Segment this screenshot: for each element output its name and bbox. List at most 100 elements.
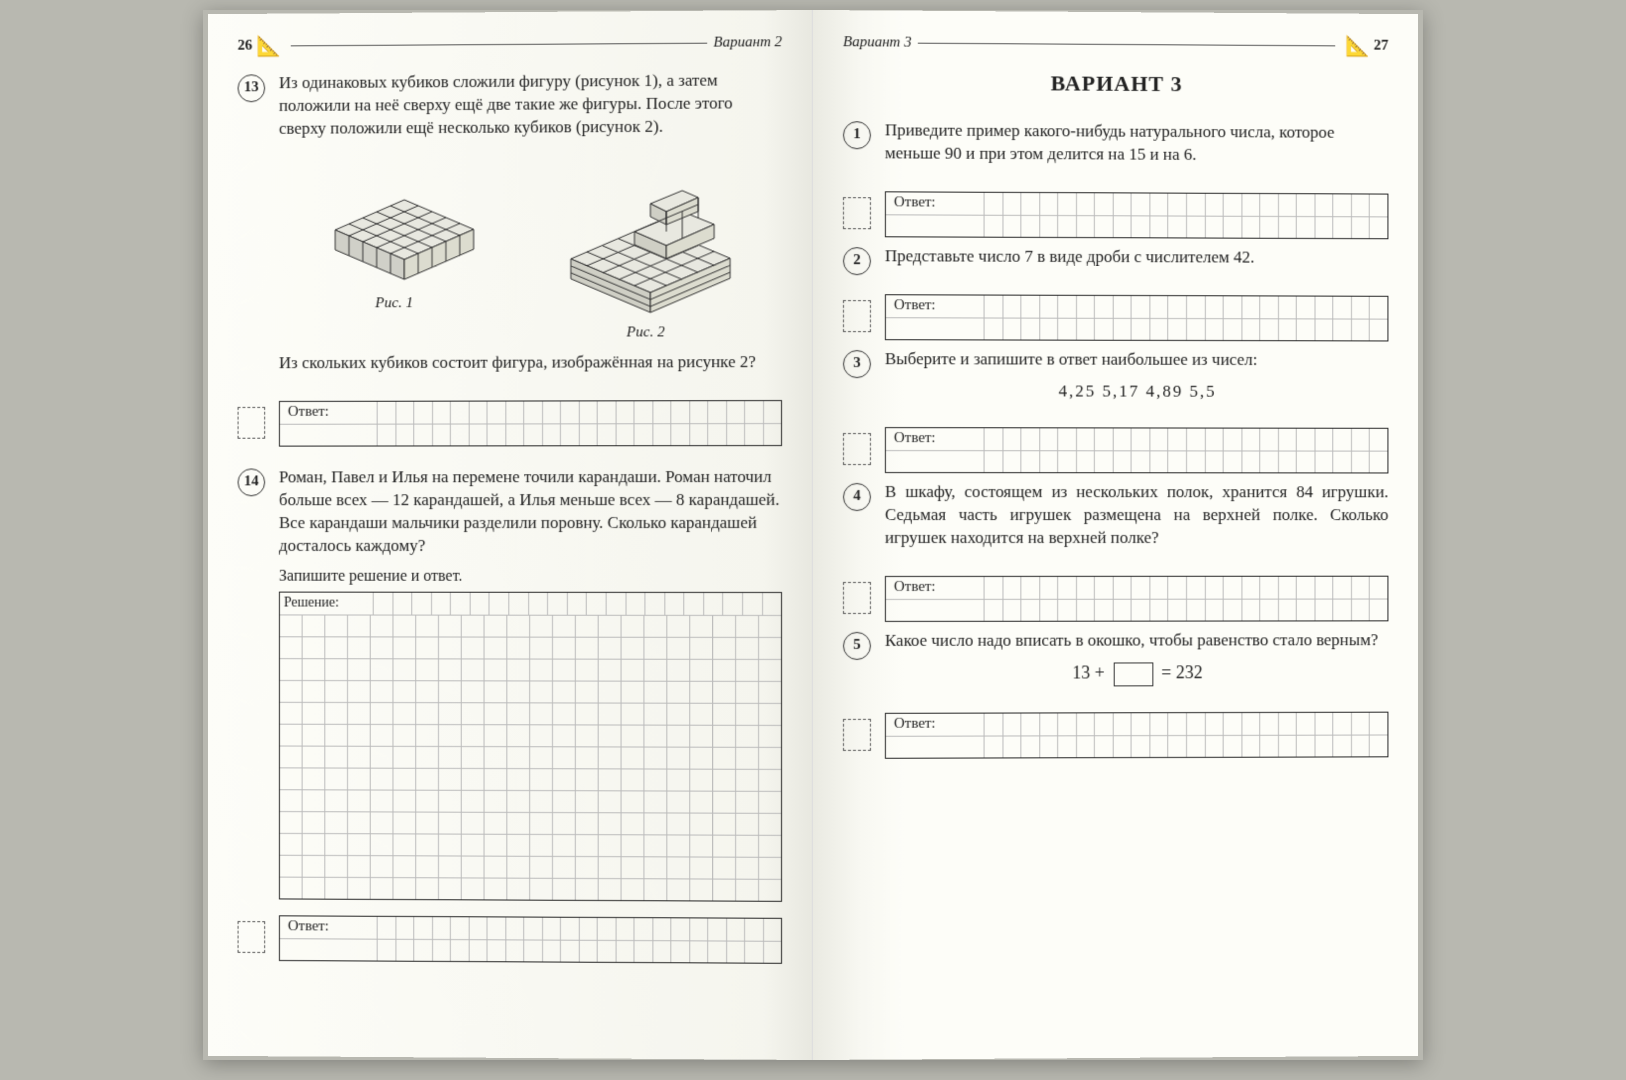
grid-cell[interactable]	[1058, 598, 1076, 620]
grid-cell[interactable]	[599, 878, 622, 900]
grid-cell[interactable]	[1315, 428, 1333, 450]
grid-cell[interactable]	[576, 724, 599, 746]
grid-cell[interactable]	[416, 833, 439, 855]
grid-cell[interactable]	[671, 918, 689, 940]
grid-cell[interactable]	[485, 833, 508, 855]
grid-cell[interactable]	[507, 768, 530, 790]
grid-cell[interactable]	[509, 592, 528, 614]
grid-cell[interactable]	[530, 833, 553, 855]
grid-cell[interactable]	[1279, 318, 1297, 340]
grid-cell[interactable]	[280, 679, 303, 701]
grid-cell[interactable]	[576, 877, 599, 899]
grid-cell[interactable]	[416, 658, 439, 680]
grid-cell[interactable]	[1187, 450, 1205, 472]
grid-cell[interactable]	[1315, 598, 1333, 620]
grid-cell[interactable]	[671, 401, 689, 423]
grid-cell[interactable]	[393, 745, 416, 767]
grid-cell[interactable]	[462, 702, 485, 724]
grid-cell[interactable]	[462, 833, 485, 855]
grid-cell[interactable]	[1003, 317, 1021, 339]
grid-cell[interactable]	[553, 702, 576, 724]
grid-cell[interactable]	[1150, 428, 1168, 450]
grid-cell[interactable]	[485, 746, 508, 768]
grid-cell[interactable]	[1242, 216, 1260, 238]
grid-cell[interactable]	[1279, 216, 1297, 238]
grid-cell[interactable]	[1021, 193, 1039, 215]
grid-cell[interactable]	[1279, 576, 1297, 598]
grid-cell[interactable]	[598, 939, 616, 961]
grid-cell[interactable]	[667, 658, 690, 680]
grid-cell[interactable]	[414, 423, 432, 445]
grid-cell[interactable]	[644, 834, 667, 856]
grid-cell[interactable]	[667, 790, 690, 812]
grid-cell[interactable]	[530, 855, 553, 877]
grid-cell[interactable]	[1187, 734, 1205, 756]
grid-cell[interactable]	[1260, 296, 1278, 318]
grid-cell[interactable]	[1352, 576, 1370, 598]
grid-cell[interactable]	[622, 614, 645, 636]
grid-cell[interactable]	[634, 423, 652, 445]
grid-cell[interactable]	[727, 918, 745, 940]
grid-cell[interactable]	[1021, 576, 1039, 598]
grid-cell[interactable]	[348, 876, 371, 898]
grid-cell[interactable]	[1021, 735, 1039, 757]
grid-cell[interactable]	[451, 423, 469, 445]
grid-cell[interactable]	[576, 856, 599, 878]
grid-cell[interactable]	[759, 834, 781, 856]
grid-cell[interactable]	[485, 724, 508, 746]
grid-cell[interactable]	[433, 938, 451, 960]
grid-cell[interactable]	[736, 680, 759, 702]
grid-cell[interactable]	[644, 680, 667, 702]
grid-cell[interactable]	[1242, 296, 1260, 318]
grid-cell[interactable]	[1315, 296, 1333, 318]
grid-cell[interactable]	[745, 401, 763, 423]
score-box[interactable]	[238, 407, 266, 439]
grid-cell[interactable]	[1370, 734, 1387, 756]
grid-cell[interactable]	[1205, 734, 1223, 756]
grid-cell[interactable]	[690, 401, 708, 423]
grid-cell[interactable]	[1187, 296, 1205, 318]
grid-cell[interactable]	[745, 423, 763, 445]
grid-cell[interactable]	[644, 768, 667, 790]
grid-cell[interactable]	[713, 636, 736, 658]
grid-cell[interactable]	[561, 401, 579, 423]
grid-cell[interactable]	[644, 702, 667, 724]
grid-cell[interactable]	[371, 723, 394, 745]
grid-cell[interactable]	[1040, 215, 1058, 237]
grid-cell[interactable]	[1242, 194, 1260, 216]
grid-cell[interactable]	[348, 767, 371, 789]
grid-cell[interactable]	[644, 636, 667, 658]
grid-cell[interactable]	[371, 877, 394, 899]
grid-cell[interactable]	[439, 724, 462, 746]
grid-cell[interactable]	[667, 680, 690, 702]
grid-cell[interactable]	[1297, 296, 1315, 318]
grid-cell[interactable]	[1077, 450, 1095, 472]
grid-cell[interactable]	[1150, 598, 1168, 620]
grid-cell[interactable]	[736, 878, 759, 900]
grid-cell[interactable]	[1021, 713, 1039, 735]
grid-cell[interactable]	[1370, 598, 1387, 620]
score-box[interactable]	[843, 300, 871, 332]
grid-cell[interactable]	[348, 745, 371, 767]
grid-cell[interactable]	[325, 767, 348, 789]
grid-cell[interactable]	[280, 789, 303, 811]
grid-cell[interactable]	[1040, 296, 1058, 318]
grid-cell[interactable]	[507, 811, 530, 833]
grid-cell[interactable]	[393, 723, 416, 745]
grid-cell[interactable]	[1095, 576, 1113, 598]
grid-cell[interactable]	[530, 614, 553, 636]
grid-cell[interactable]	[553, 833, 576, 855]
grid-cell[interactable]	[1370, 318, 1387, 340]
score-box[interactable]	[238, 921, 266, 953]
grid-cell[interactable]	[1315, 318, 1333, 340]
grid-cell[interactable]	[530, 877, 553, 899]
grid-cell[interactable]	[644, 812, 667, 834]
grid-cell[interactable]	[671, 423, 689, 445]
grid-cell[interactable]	[1040, 576, 1058, 598]
grid-cell[interactable]	[325, 723, 348, 745]
grid-cell[interactable]	[530, 680, 553, 702]
grid-cell[interactable]	[439, 811, 462, 833]
grid-cell[interactable]	[616, 918, 634, 940]
grid-cell[interactable]	[561, 423, 579, 445]
grid-cell[interactable]	[622, 768, 645, 790]
